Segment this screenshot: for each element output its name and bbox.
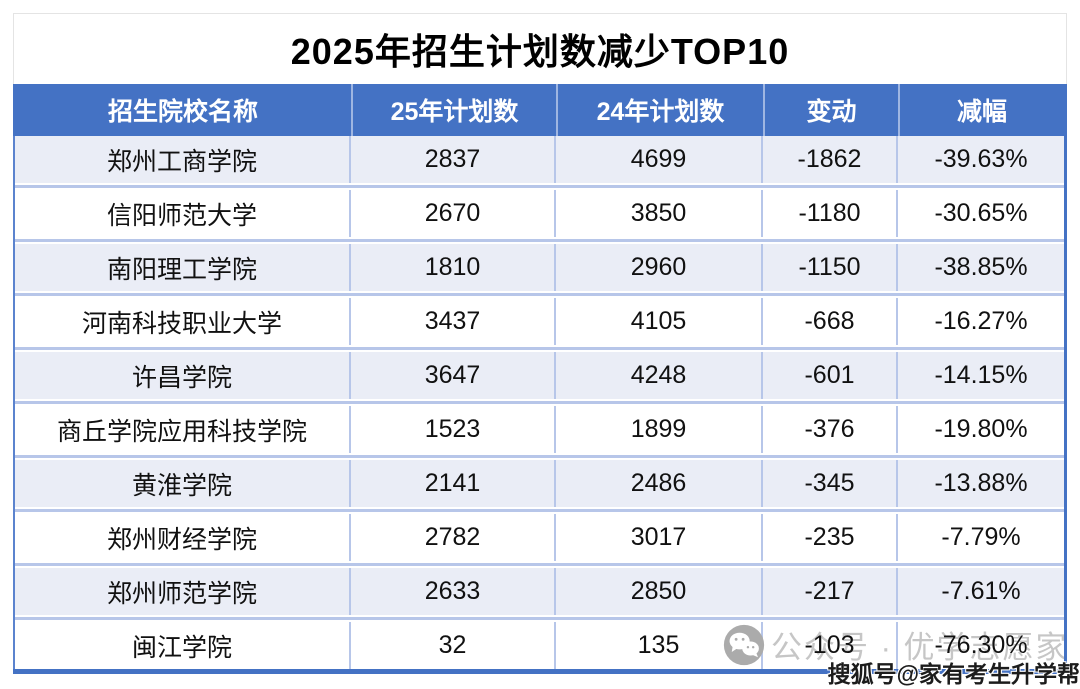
table-bottom-border (13, 669, 1067, 674)
cell-reduction: -19.80% (934, 415, 1028, 443)
cell-plan-2024: 3850 (556, 190, 763, 237)
cell-plan-2025: 2670 (351, 190, 556, 237)
cell-school-name: 郑州财经学院 (15, 514, 351, 561)
cell-change: -376 (763, 406, 898, 453)
cell-school-name: 南阳理工学院 (15, 244, 351, 291)
page-title: 2025年招生计划数减少TOP10 (290, 31, 790, 72)
column-header-school: 招生院校名称 (15, 84, 353, 136)
cell-reduction: -38.85% (934, 253, 1028, 281)
cell-plan-2025: 1523 (351, 406, 556, 453)
cell-change: -103 (763, 622, 898, 669)
column-header-plan-2025: 25年计划数 (353, 84, 558, 136)
table-row: 信阳师范大学 2670 3850 -1180 -30.65% (15, 190, 1064, 237)
table-body: 郑州工商学院 2837 4699 -1862 -39.63% 信阳师范大学 26… (13, 136, 1067, 669)
table-row: 黄淮学院 2141 2486 -345 -13.88% (15, 460, 1064, 507)
row-divider (15, 509, 1064, 512)
table-row: 郑州工商学院 2837 4699 -1862 -39.63% (15, 136, 1064, 183)
cell-change: -345 (763, 460, 898, 507)
cell-plan-2025: 3437 (351, 298, 556, 345)
row-divider (15, 185, 1064, 188)
cell-plan-2025: 2837 (351, 136, 556, 183)
cell-reduction: -76.30% (934, 631, 1028, 659)
row-divider (15, 239, 1064, 242)
cell-plan-2025: 2633 (351, 568, 556, 615)
row-divider (15, 347, 1064, 350)
cell-change: -668 (763, 298, 898, 345)
cell-plan-2024: 2960 (556, 244, 763, 291)
table-header-row: 招生院校名称 25年计划数 24年计划数 变动 减幅 (13, 84, 1067, 136)
cell-reduction: -13.88% (934, 469, 1028, 497)
cell-change: -1180 (763, 190, 898, 237)
cell-plan-2024: 135 (556, 622, 763, 669)
row-divider (15, 293, 1064, 296)
cell-plan-2024: 4699 (556, 136, 763, 183)
cell-plan-2024: 4105 (556, 298, 763, 345)
row-divider (15, 563, 1064, 566)
cell-reduction: -7.61% (941, 577, 1021, 605)
cell-plan-2024: 3017 (556, 514, 763, 561)
cell-change: -1862 (763, 136, 898, 183)
cell-change: -601 (763, 352, 898, 399)
cell-plan-2024: 4248 (556, 352, 763, 399)
table-title-block: 2025年招生计划数减少TOP10 (13, 13, 1067, 84)
cell-plan-2025: 3647 (351, 352, 556, 399)
row-divider (15, 617, 1064, 620)
cell-school-name: 河南科技职业大学 (15, 298, 351, 345)
cell-school-name: 黄淮学院 (15, 460, 351, 507)
table-row: 商丘学院应用科技学院 1523 1899 -376 -19.80% (15, 406, 1064, 453)
table-row: 河南科技职业大学 3437 4105 -668 -16.27% (15, 298, 1064, 345)
column-header-plan-2024: 24年计划数 (558, 84, 765, 136)
cell-school-name: 信阳师范大学 (15, 190, 351, 237)
cell-plan-2024: 2850 (556, 568, 763, 615)
table-row: 南阳理工学院 1810 2960 -1150 -38.85% (15, 244, 1064, 291)
table-row: 许昌学院 3647 4248 -601 -14.15% (15, 352, 1064, 399)
row-divider (15, 455, 1064, 458)
cell-reduction: -14.15% (934, 361, 1028, 389)
column-header-change: 变动 (765, 84, 900, 136)
cell-plan-2025: 2141 (351, 460, 556, 507)
cell-plan-2025: 2782 (351, 514, 556, 561)
cell-change: -217 (763, 568, 898, 615)
cell-reduction: -39.63% (934, 145, 1028, 173)
cell-plan-2024: 2486 (556, 460, 763, 507)
cell-school-name: 许昌学院 (15, 352, 351, 399)
cell-school-name: 郑州工商学院 (15, 136, 351, 183)
cell-school-name: 郑州师范学院 (15, 568, 351, 615)
cell-change: -235 (763, 514, 898, 561)
row-divider (15, 401, 1064, 404)
cell-plan-2025: 1810 (351, 244, 556, 291)
cell-reduction: -16.27% (934, 307, 1028, 335)
table-row: 郑州财经学院 2782 3017 -235 -7.79% (15, 514, 1064, 561)
column-header-reduction: 减幅 (956, 98, 1007, 126)
cell-plan-2024: 1899 (556, 406, 763, 453)
cell-school-name: 商丘学院应用科技学院 (15, 406, 351, 453)
table-sheet: 2025年招生计划数减少TOP10 招生院校名称 25年计划数 24年计划数 变… (13, 13, 1067, 674)
cell-school-name: 闽江学院 (15, 622, 351, 669)
table-row: 郑州师范学院 2633 2850 -217 -7.61% (15, 568, 1064, 615)
cell-change: -1150 (763, 244, 898, 291)
cell-plan-2025: 32 (351, 622, 556, 669)
cell-reduction: -30.65% (934, 199, 1028, 227)
cell-reduction: -7.79% (941, 523, 1021, 551)
table-row: 闽江学院 32 135 -103 -76.30% (15, 622, 1064, 669)
